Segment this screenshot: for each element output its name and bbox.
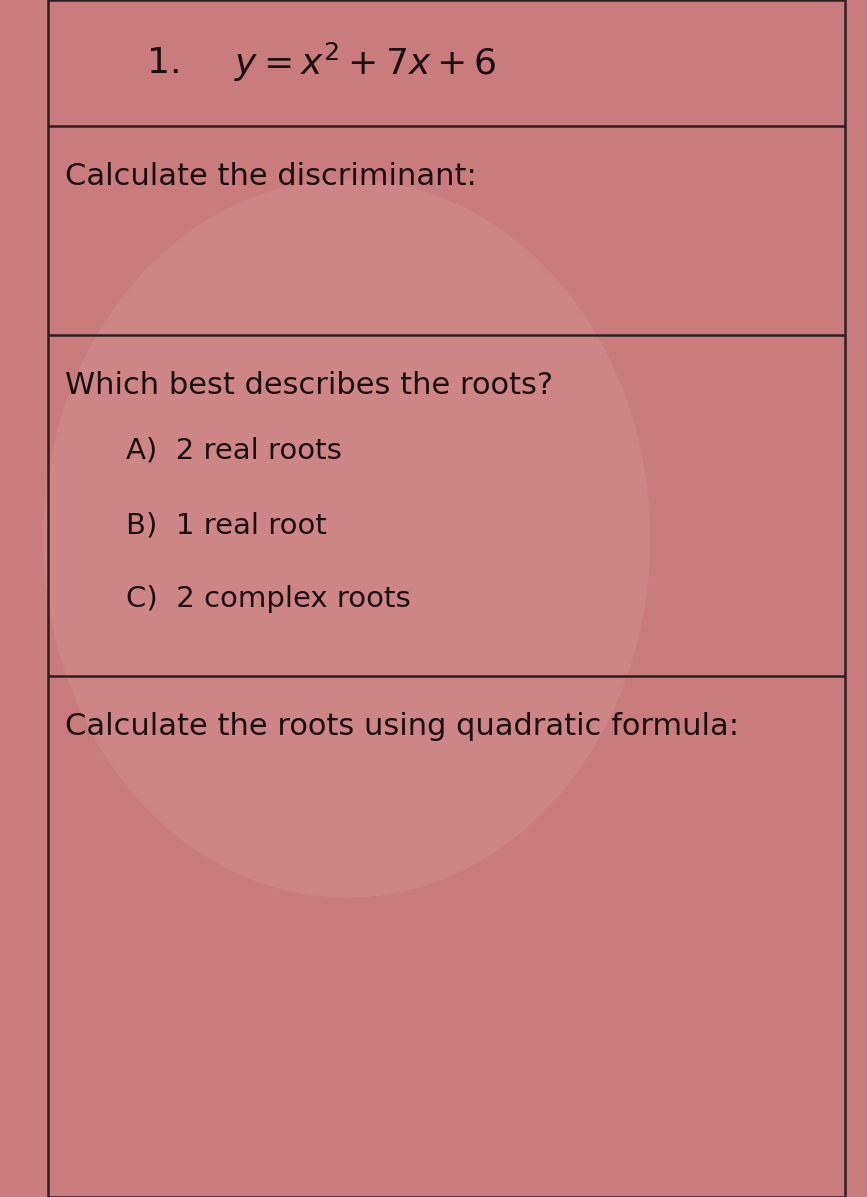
Text: C)  2 complex roots: C) 2 complex roots — [126, 585, 410, 613]
Text: Calculate the discriminant:: Calculate the discriminant: — [65, 162, 477, 190]
Text: $y = x^2 + 7x + 6$: $y = x^2 + 7x + 6$ — [234, 41, 497, 85]
Text: 1.: 1. — [147, 45, 182, 80]
Text: Calculate the roots using quadratic formula:: Calculate the roots using quadratic form… — [65, 712, 739, 741]
Text: A)  2 real roots: A) 2 real roots — [126, 437, 342, 464]
Ellipse shape — [43, 180, 650, 898]
Text: B)  1 real root: B) 1 real root — [126, 511, 327, 539]
Text: Which best describes the roots?: Which best describes the roots? — [65, 371, 553, 400]
